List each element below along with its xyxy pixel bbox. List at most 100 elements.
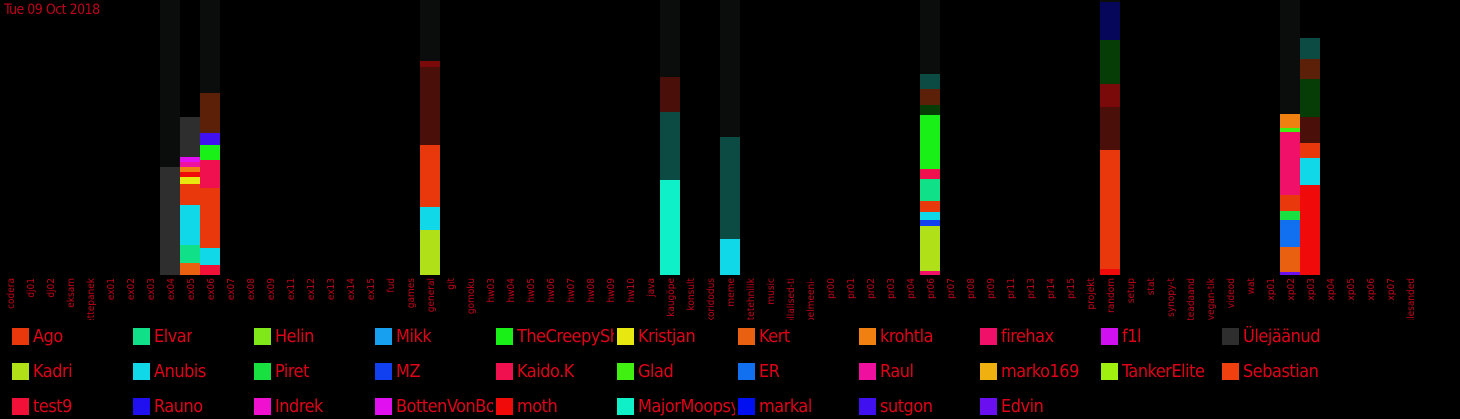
x-tick-label: ettepanek — [86, 277, 97, 320]
legend-label: markal — [759, 395, 812, 417]
x-tick-label: synopy-t — [1166, 278, 1177, 317]
bar-segment — [1300, 79, 1320, 117]
bar-segment — [1280, 128, 1300, 132]
legend-label: Piret — [275, 360, 309, 382]
bar-segment — [1300, 185, 1320, 275]
x-tick-label: java — [646, 278, 657, 298]
x-tick-label: ollalised-ti — [786, 278, 797, 320]
legend-label: ER — [759, 360, 780, 382]
bar-segment — [920, 271, 940, 275]
x-tick-label: pr14 — [1046, 278, 1057, 299]
legend-item: Glad — [617, 360, 735, 382]
legend-swatch — [133, 362, 150, 380]
x-tick-label: hw09 — [606, 278, 617, 303]
bar-segment — [420, 145, 440, 207]
legend-label: firehax — [1001, 325, 1054, 347]
bar-segment — [1100, 2, 1120, 40]
legend-label: Helin — [275, 325, 314, 347]
legend-item: Ülejäänud — [1222, 325, 1340, 347]
x-tick-label: hw03 — [486, 278, 497, 303]
legend-item: Elvar — [133, 325, 251, 347]
bar-segment — [180, 117, 200, 157]
bar-segment — [660, 112, 680, 180]
x-tick-label: ex13 — [326, 278, 337, 300]
x-tick-label: kaugöpe — [666, 278, 677, 317]
x-tick-label: ex03 — [146, 278, 157, 300]
x-tick-label: dj01 — [26, 278, 37, 298]
legend-item: firehax — [980, 325, 1098, 347]
legend-label: Elvar — [154, 325, 193, 347]
legend-item: f1l — [1101, 325, 1219, 347]
legend-swatch — [1222, 362, 1239, 380]
x-tick-label: music — [766, 278, 777, 305]
x-tick-label: wat — [1246, 278, 1257, 295]
x-tick-label: mittetehnilik — [746, 277, 757, 320]
legend-label: sutgon — [880, 395, 933, 417]
legend-item: MZ — [375, 360, 493, 382]
x-tick-label: ex12 — [306, 278, 317, 300]
x-tick-label: pr11 — [1006, 278, 1017, 299]
legend-label: marko169 — [1001, 360, 1079, 382]
legend-swatch — [496, 397, 513, 415]
bar-segment — [1280, 272, 1300, 275]
bar-segment — [920, 212, 940, 220]
legend-item: Kaido.K — [496, 360, 614, 382]
legend-swatch — [738, 362, 755, 380]
legend-item: MajorMoopsy — [617, 395, 735, 417]
legend-swatch — [617, 362, 634, 380]
legend-swatch — [133, 397, 150, 415]
bar-segment — [200, 145, 220, 160]
x-tick-label: ex11 — [286, 278, 297, 300]
legend-item: Sebastian — [1222, 360, 1340, 382]
bar-segment — [180, 157, 200, 162]
x-tick-label: gomoku — [466, 278, 477, 314]
legend-label: MZ — [396, 360, 421, 382]
x-tick-label: pr07 — [946, 278, 957, 299]
legend-item: markal — [738, 395, 856, 417]
legend-swatch — [1222, 327, 1239, 345]
legend-label: Ago — [33, 325, 63, 347]
legend-swatch — [12, 327, 29, 345]
legend-label: moth — [517, 395, 558, 417]
x-tick-label: hw07 — [566, 278, 577, 303]
bar-segment — [1100, 269, 1120, 275]
bar-segment — [1100, 150, 1120, 269]
x-tick-label: ex01 — [106, 278, 117, 300]
legend-label: Glad — [638, 360, 674, 382]
x-tick-label: fud — [386, 278, 397, 293]
legend-swatch — [254, 327, 271, 345]
bar-segment — [920, 226, 940, 271]
bar-segment — [1280, 195, 1300, 211]
x-tick-label: pr15 — [1066, 278, 1077, 299]
bar-segment — [720, 239, 740, 275]
bar-segment — [1300, 38, 1320, 59]
bar-segment — [180, 245, 200, 263]
bar-segment — [200, 160, 220, 188]
legend-label: Rauno — [154, 395, 203, 417]
legend-label: f1l — [1122, 325, 1141, 347]
date-label: Tue 09 Oct 2018 — [4, 2, 100, 18]
x-tick-label: pr13 — [1026, 278, 1037, 299]
legend-label: Kert — [759, 325, 790, 347]
x-tick-label: koridodus — [706, 278, 717, 320]
legend-label: Raul — [880, 360, 914, 382]
bar-segment — [200, 248, 220, 265]
x-tick-label: xp01 — [1266, 278, 1277, 300]
bar-segment — [920, 74, 940, 89]
legend-swatch — [980, 362, 997, 380]
bar-segment — [1280, 220, 1300, 247]
legend-swatch — [617, 397, 634, 415]
x-tick-label: hw08 — [586, 278, 597, 303]
legend-swatch — [738, 327, 755, 345]
legend-swatch — [133, 327, 150, 345]
legend-swatch — [496, 362, 513, 380]
x-tick-label: meme — [726, 278, 737, 307]
bar-segment — [720, 137, 740, 239]
bar-segment — [420, 61, 440, 67]
legend-swatch — [859, 397, 876, 415]
x-tick-label: git — [446, 278, 457, 290]
x-tick-label: xp07 — [1386, 278, 1397, 300]
bar-segment — [200, 265, 220, 275]
legend-swatch — [980, 397, 997, 415]
x-tick-label: xp03 — [1306, 278, 1317, 300]
